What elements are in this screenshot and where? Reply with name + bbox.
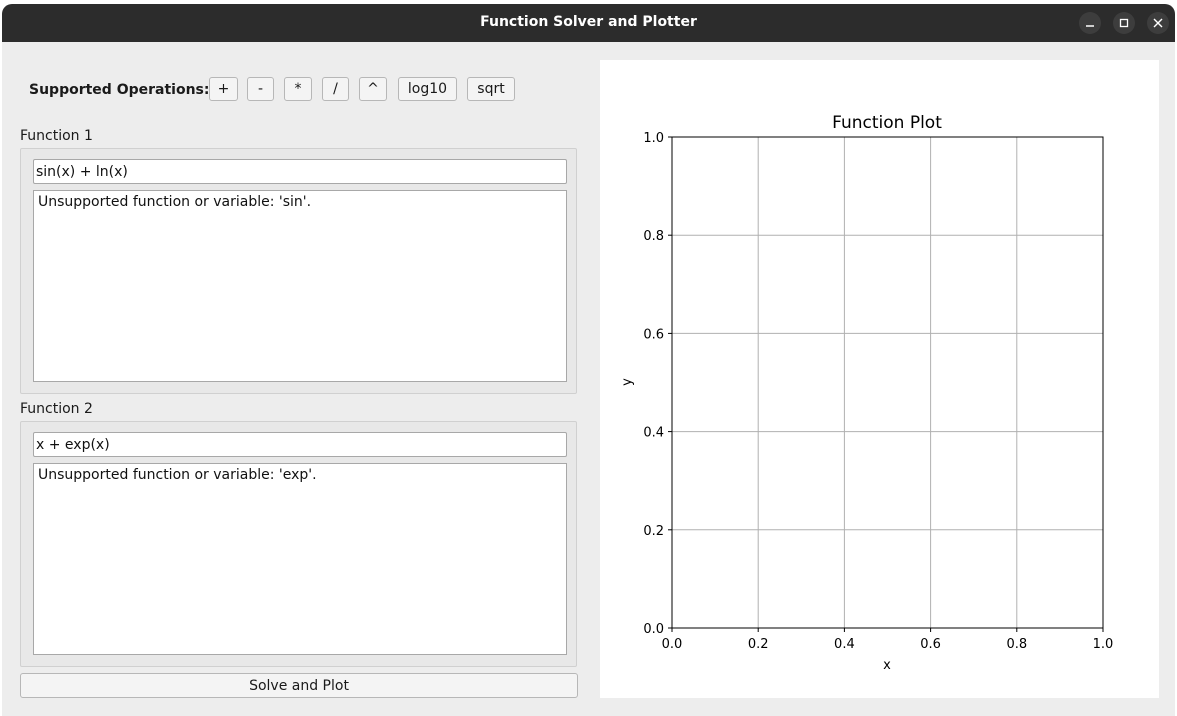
y-axis-label: y [620, 378, 635, 386]
op-sqrt-button[interactable]: sqrt [467, 77, 515, 101]
window-title: Function Solver and Plotter [480, 14, 697, 30]
y-tick-label: 0.4 [643, 426, 664, 441]
function1-input[interactable] [33, 159, 567, 184]
solve-and-plot-button[interactable]: Solve and Plot [20, 673, 578, 698]
x-tick-label: 0.4 [834, 637, 855, 652]
x-tick-label: 0.2 [748, 637, 769, 652]
plot-panel: Function Plot 0.0 0.2 0.4 0.6 0.8 1.0 0.0 0.2 0.… [600, 60, 1159, 698]
op-power-button[interactable]: ^ [359, 77, 387, 101]
op-divide-button[interactable]: / [322, 77, 349, 101]
y-tick-label: 0.6 [643, 327, 664, 342]
maximize-icon [1119, 18, 1129, 28]
function2-group: Unsupported function or variable: 'exp'. [20, 421, 577, 667]
function1-output[interactable]: Unsupported function or variable: 'sin'. [33, 190, 567, 382]
x-tick-label: 0.0 [662, 637, 683, 652]
close-icon [1153, 18, 1163, 28]
op-log10-button[interactable]: log10 [398, 77, 457, 101]
op-plus-button[interactable]: + [209, 77, 238, 101]
y-tick-label: 0.8 [643, 229, 664, 244]
y-tick-label: 0.0 [643, 622, 664, 637]
x-tick-label: 1.0 [1093, 637, 1114, 652]
chart-title: Function Plot [832, 113, 942, 133]
minimize-button[interactable] [1079, 12, 1101, 34]
x-axis-label: x [883, 658, 891, 673]
plot-frame [671, 136, 1104, 629]
x-tick-label: 0.6 [920, 637, 941, 652]
op-multiply-button[interactable]: * [284, 77, 312, 101]
app-window: Function Solver and Plotter Supported Op… [2, 4, 1175, 716]
supported-operations-label: Supported Operations: [29, 82, 210, 98]
function2-input[interactable] [33, 432, 567, 457]
function1-group: Unsupported function or variable: 'sin'. [20, 148, 577, 394]
function2-output[interactable]: Unsupported function or variable: 'exp'. [33, 463, 567, 655]
maximize-button[interactable] [1113, 12, 1135, 34]
y-tick-label: 1.0 [643, 131, 664, 146]
function2-label: Function 2 [20, 401, 93, 417]
function-plot-chart: Function Plot 0.0 0.2 0.4 0.6 0.8 1.0 0.0 0.2 0.… [620, 113, 1114, 673]
close-button[interactable] [1147, 12, 1169, 34]
y-tick-label: 0.2 [643, 524, 664, 539]
x-tick-label: 0.8 [1006, 637, 1027, 652]
minimize-icon [1086, 25, 1094, 27]
op-minus-button[interactable]: - [247, 77, 274, 101]
title-bar[interactable]: Function Solver and Plotter [2, 4, 1175, 42]
function1-label: Function 1 [20, 128, 93, 144]
